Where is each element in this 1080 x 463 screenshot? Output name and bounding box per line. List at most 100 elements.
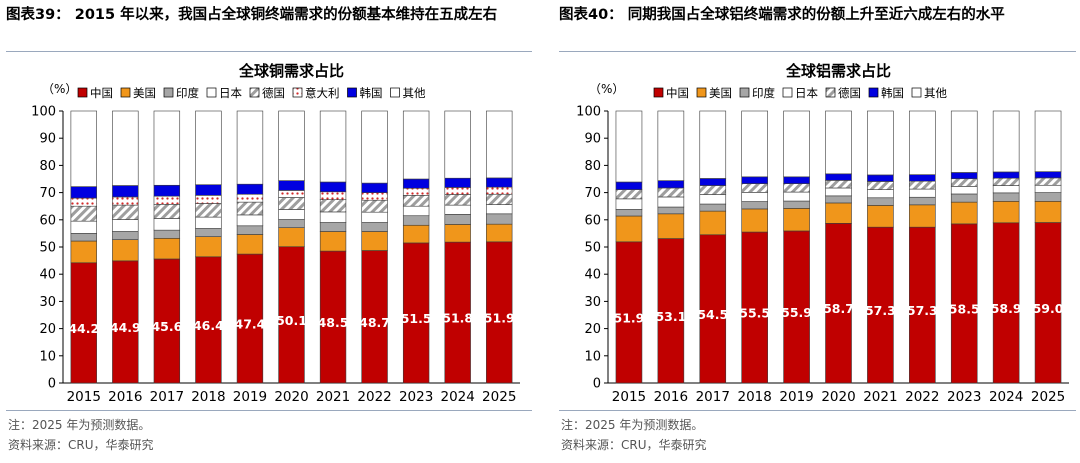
bar-stack: 57.3 — [907, 110, 938, 384]
legend-item: 日本 — [782, 86, 818, 100]
bar-segment-series-7 — [361, 110, 388, 184]
legend-label: 德国 — [838, 86, 861, 100]
figure-source: 资料来源：CRU，华泰研究 — [8, 438, 154, 452]
bar-segment-series-6 — [783, 110, 810, 178]
y-unit-label: （%） — [589, 82, 624, 96]
bar-segment-series-0 — [950, 223, 978, 384]
y-axis: 0 10 20 30 40 50 60 70 80 90 100 — [31, 105, 64, 392]
bar-segment-series-4 — [825, 180, 852, 189]
legend-swatch — [653, 87, 664, 98]
data-label: 45.6 — [151, 319, 182, 334]
bar-stack: 51.9 — [484, 110, 515, 384]
title-divider — [6, 51, 532, 52]
bar-segment-series-7 — [236, 110, 264, 185]
data-label: 44.2 — [68, 321, 99, 336]
data-label: 54.5 — [697, 307, 728, 322]
bar-segment-series-2 — [153, 229, 181, 239]
bar-segment-series-2 — [195, 228, 222, 237]
bar-stack: 53.1 — [655, 110, 686, 384]
bar-segment-series-4 — [278, 197, 305, 210]
chart-title: 全球铜需求占比 — [238, 62, 344, 80]
data-label: 53.1 — [655, 309, 686, 324]
data-label: 58.5 — [949, 301, 980, 316]
legend-item: 日本 — [206, 86, 242, 100]
x-tick-label: 2025 — [482, 389, 516, 405]
bar-segment-series-3 — [278, 209, 305, 220]
x-tick-label: 2020 — [821, 389, 855, 405]
bar-segment-series-2 — [112, 231, 139, 240]
bar-segment-series-6 — [70, 186, 97, 199]
data-label: 50.1 — [276, 313, 307, 328]
x-tick-label: 2018 — [191, 389, 225, 405]
bar-segment-series-6 — [1034, 110, 1062, 172]
bar-segment-series-6 — [909, 110, 936, 175]
bar-stack: 57.3 — [865, 110, 896, 384]
bar-segment-series-4 — [615, 189, 643, 200]
y-tick-label: 30 — [584, 295, 601, 310]
legend-label: 美国 — [133, 86, 156, 100]
bar-segment-series-5 — [444, 187, 471, 195]
bar-segment-series-4 — [361, 199, 388, 213]
bar-segment-series-3 — [1034, 184, 1062, 193]
legend-label: 其他 — [924, 86, 947, 100]
bar-stack: 59.0 — [1033, 110, 1064, 384]
bar-stack: 58.5 — [949, 110, 980, 384]
bar-segment-series-3 — [699, 194, 727, 205]
legend-label: 德国 — [262, 86, 285, 100]
x-tick-label: 2021 — [316, 389, 350, 405]
bar-stack: 55.5 — [739, 110, 770, 384]
bar-segment-series-3 — [783, 191, 810, 202]
data-label: 57.3 — [865, 303, 896, 318]
bar-segment-series-1 — [657, 213, 685, 239]
y-tick-label: 100 — [31, 105, 56, 120]
bar-segment-series-4 — [992, 177, 1020, 186]
bar-segment-series-0 — [1034, 222, 1062, 384]
bar-segment-series-3 — [657, 196, 685, 208]
figure-title: 图表40： 同期我国占全球铝终端需求的份额上升至近六成左右的水平 — [559, 7, 1005, 23]
bar-segment-series-2 — [402, 215, 430, 226]
bar-segment-series-5 — [615, 181, 643, 190]
bar-segment-series-3 — [992, 185, 1020, 194]
bar-segment-series-0 — [153, 258, 181, 384]
bar-segment-series-1 — [909, 204, 936, 228]
y-tick-label: 60 — [584, 213, 601, 228]
bar-segment-series-7 — [112, 110, 139, 186]
bar-segment-series-5 — [657, 180, 685, 189]
bar-segment-series-0 — [657, 238, 685, 384]
x-tick-label: 2016 — [654, 389, 688, 405]
bar-segment-series-1 — [402, 224, 430, 244]
legend-item: 印度 — [163, 86, 199, 100]
bar-segment-series-0 — [236, 253, 264, 384]
bar-segment-series-5 — [699, 178, 727, 186]
legend-swatch — [868, 87, 879, 98]
bar-segment-series-5 — [195, 195, 222, 204]
bar-segment-series-6 — [361, 182, 388, 193]
copper-figure-panel: 图表39： 2015 年以来，我国占全球铜终端需求的份额基本维持在五成左右 全球… — [0, 0, 536, 463]
bar-segment-series-6 — [657, 110, 685, 181]
footer-divider — [559, 410, 1076, 411]
bar-segment-series-7 — [70, 110, 97, 187]
bar-segment-series-1 — [741, 208, 768, 233]
bar-segment-series-7 — [319, 110, 347, 183]
legend-swatch — [206, 87, 217, 98]
bar-segment-series-0 — [825, 223, 852, 384]
legend-item: 其他 — [390, 86, 426, 100]
bar-segment-series-5 — [825, 173, 852, 181]
y-tick-label: 10 — [39, 349, 56, 364]
legend-label: 韩国 — [881, 86, 904, 100]
footer-divider — [6, 410, 532, 411]
x-tick-label: 2023 — [399, 389, 433, 405]
data-label: 51.8 — [442, 311, 473, 326]
bar-segment-series-2 — [783, 200, 810, 209]
bar-segment-series-2 — [319, 222, 347, 232]
data-label: 59.0 — [1033, 301, 1064, 316]
bar-segment-series-4 — [950, 178, 978, 187]
y-unit-label: （%） — [42, 82, 77, 96]
y-tick-label: 0 — [48, 377, 56, 392]
legend-label: 印度 — [752, 86, 775, 100]
legend-label: 印度 — [176, 86, 199, 100]
bar-segment-series-6 — [825, 110, 852, 175]
legend-swatch — [390, 87, 400, 98]
bar-segment-series-2 — [867, 197, 894, 206]
legend-label: 意大利 — [305, 86, 340, 100]
